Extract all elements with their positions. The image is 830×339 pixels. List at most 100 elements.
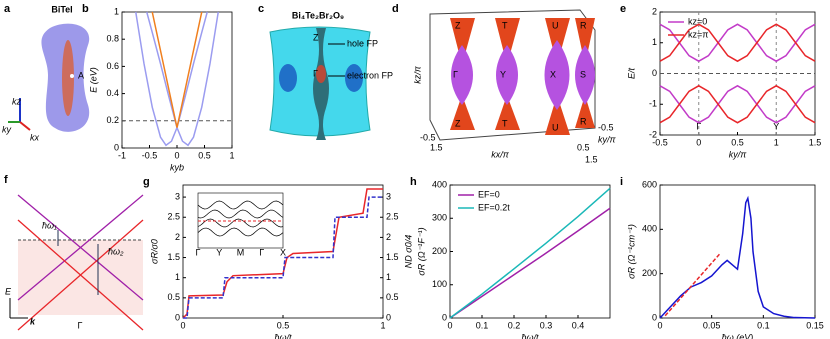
x-axis-label: ky/π	[729, 149, 748, 159]
y2-tick-label: 0	[386, 312, 391, 322]
y2-tick-label: 2.5	[386, 212, 399, 222]
axis-label: ky/π	[598, 134, 617, 144]
band	[17, 219, 144, 331]
axis-label: kx/π	[491, 149, 510, 159]
note: k	[30, 316, 36, 326]
series-line	[659, 195, 816, 319]
y-tick-label: 3	[175, 191, 180, 201]
axis-arrow	[19, 121, 31, 131]
series-line	[182, 188, 383, 319]
tick-label: 1.5	[430, 142, 443, 152]
series-line	[146, 11, 219, 147]
point-label: Γ	[453, 69, 458, 79]
x-tick-label: 0.15	[806, 320, 824, 330]
point-label: Z	[455, 20, 461, 30]
y-axis-label: E/t	[626, 68, 636, 80]
y-tick-label: 0.5	[167, 292, 180, 302]
y-tick-label: 300	[432, 213, 447, 223]
band	[17, 194, 144, 301]
y-tick-label: 2	[652, 6, 657, 16]
x-tick-label: 1.5	[809, 137, 822, 147]
series-line	[135, 11, 208, 147]
panel-label: h	[410, 176, 417, 188]
annotation: Y	[773, 122, 779, 132]
tick-label: 1.5	[585, 154, 598, 164]
note: ħω₁	[42, 220, 57, 230]
pocket	[279, 64, 297, 92]
panel-f: f ħω₁ ħω₂ E k Γ	[4, 174, 144, 331]
y-tick-label: 1	[114, 6, 119, 16]
cones	[450, 18, 595, 135]
point-label: S	[580, 69, 586, 79]
y-tick-label: 1	[652, 37, 657, 47]
point-label: Γ	[313, 68, 318, 78]
note: ħω₂	[108, 246, 124, 256]
y-tick-label: -2	[649, 129, 657, 139]
series-line	[151, 11, 203, 128]
x-tick-label: 0.5	[277, 320, 290, 330]
y-tick-label: 1.5	[167, 252, 180, 262]
point-label: Z	[455, 118, 461, 128]
series-line	[659, 23, 816, 63]
axis-label: ky	[2, 124, 12, 134]
y-axis-label: σR/σ0	[149, 239, 159, 264]
panel-label: b	[82, 3, 89, 15]
inset-band	[197, 209, 284, 219]
note: Γ	[78, 320, 83, 330]
y-tick-label: 0	[442, 312, 447, 322]
y2-tick-label: 1.5	[386, 252, 399, 262]
y-tick-label: 0	[652, 312, 657, 322]
series-line	[449, 207, 611, 319]
x-tick-label: -0.5	[652, 137, 668, 147]
y-axis-label: E (eV)	[88, 67, 98, 93]
x-tick-label: 0	[180, 320, 185, 330]
x-tick-label: 1	[229, 150, 234, 160]
panel-label: d	[392, 3, 399, 15]
inset-label: Y	[216, 247, 222, 257]
x-axis-label: ħω/t	[274, 332, 292, 339]
x-axis-label: ħω/t	[521, 332, 539, 339]
axis-label: kx	[30, 132, 40, 142]
point-label: R	[580, 20, 587, 30]
panel-c: c Bi₄Te₂Br₂O₉ Z Γ hole FP electron FP	[258, 3, 393, 140]
inset-label: X	[280, 247, 286, 257]
y-tick-label: 100	[432, 279, 447, 289]
note: hole FP	[347, 38, 378, 48]
x-tick-label: 0	[174, 150, 179, 160]
panel-label: a	[4, 3, 11, 15]
y-tick-label: 400	[432, 179, 447, 189]
panel-label: g	[143, 176, 150, 188]
legend-label: kz=π	[688, 29, 708, 39]
series-line	[659, 84, 816, 124]
y-tick-label: 600	[642, 179, 657, 189]
series-line	[183, 196, 383, 319]
y-tick-label: 200	[642, 268, 657, 278]
y-tick-label: 2.5	[167, 212, 180, 222]
tick-label: 0.5	[577, 142, 590, 152]
y-tick-label: -1	[649, 99, 657, 109]
panel-label: c	[258, 3, 264, 15]
y-tick-label: 0	[175, 312, 180, 322]
point-label: T	[502, 20, 508, 30]
point	[70, 74, 74, 78]
inset-label: M	[237, 247, 245, 257]
y2-tick-label: 1	[386, 272, 391, 282]
tick-label: -0.5	[598, 122, 614, 132]
legend-label: kz=0	[688, 16, 707, 26]
note: electron FP	[347, 70, 393, 80]
panel-label: e	[620, 3, 626, 15]
inset-label: Γ	[259, 247, 264, 257]
inset-band	[197, 218, 284, 228]
x-tick-label: 1	[380, 320, 385, 330]
plot-frame	[449, 184, 611, 319]
y-tick-label: 400	[642, 224, 657, 234]
y-tick-label: 0.8	[106, 34, 119, 44]
panel-label: f	[4, 174, 8, 186]
x-tick-label: 0.1	[476, 320, 489, 330]
point-label: A	[78, 70, 84, 80]
series-line	[664, 253, 721, 317]
note: E	[5, 286, 12, 296]
y-tick-label: 0	[114, 142, 119, 152]
cones	[451, 40, 595, 110]
